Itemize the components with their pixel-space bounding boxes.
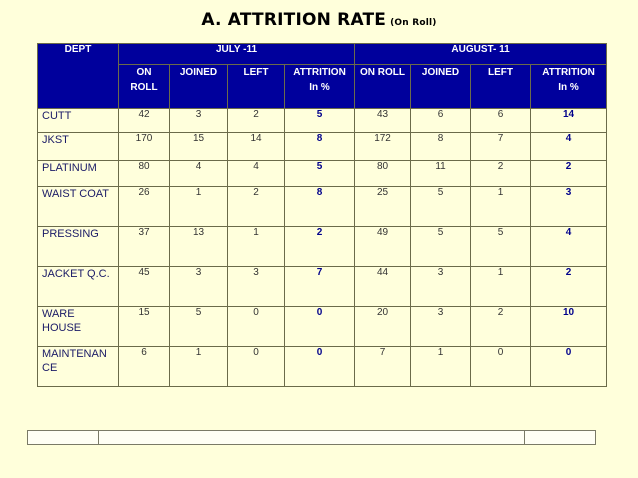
header-on-roll: ON ROLL: [118, 64, 170, 109]
table-row: PLATINUM 80 4 4 5 80 11 2 2: [37, 160, 608, 187]
left-cell: 1: [470, 266, 532, 307]
joined-cell: 4: [169, 160, 228, 187]
attrition-cell: 8: [283, 132, 356, 161]
on-roll-cell: 80: [354, 160, 412, 187]
attrition-cell: 3: [530, 186, 608, 227]
attrition-cell: 4: [530, 226, 608, 267]
dept-cell: JACKET Q.C.: [37, 266, 119, 307]
on-roll-cell: 25: [354, 186, 412, 227]
footer-cell-right: [524, 430, 596, 445]
attrition-cell: 8: [283, 186, 356, 227]
dept-cell: WAIST COAT: [37, 186, 119, 227]
on-roll-cell: 6: [118, 346, 170, 387]
joined-cell: 1: [410, 346, 472, 387]
left-cell: 0: [227, 346, 285, 387]
on-roll-cell: 42: [118, 108, 170, 133]
joined-cell: 3: [410, 306, 472, 347]
on-roll-cell: 49: [354, 226, 412, 267]
title-sub: (On Roll): [390, 18, 437, 28]
on-roll-cell: 44: [354, 266, 412, 307]
footer-cell-middle: [98, 430, 525, 445]
attrition-cell: 4: [530, 132, 608, 161]
header-on-roll: ON ROLL: [354, 64, 412, 109]
attrition-table: DEPT JULY -11 AUGUST- 11 ON ROLL JOINED L…: [37, 43, 608, 387]
joined-cell: 15: [169, 132, 228, 161]
header-joined: JOINED: [410, 64, 472, 109]
dept-cell: JKST: [37, 132, 119, 161]
header-left: LEFT: [227, 64, 285, 109]
attrition-cell: 2: [283, 226, 356, 267]
attrition-cell: 0: [283, 306, 356, 347]
attrition-cell: 5: [283, 160, 356, 187]
on-roll-cell: 170: [118, 132, 170, 161]
header-month-august: AUGUST- 11: [354, 43, 608, 65]
footer-bar: [27, 430, 596, 445]
header-dept: DEPT: [37, 43, 119, 109]
attrition-cell: 10: [530, 306, 608, 347]
attrition-cell: 2: [530, 160, 608, 187]
left-cell: 7: [470, 132, 532, 161]
page-title: A. ATTRITION RATE (On Roll): [0, 10, 638, 30]
attrition-cell: 2: [530, 266, 608, 307]
left-cell: 14: [227, 132, 285, 161]
on-roll-cell: 7: [354, 346, 412, 387]
left-cell: 2: [227, 186, 285, 227]
attrition-cell: 0: [283, 346, 356, 387]
header-attrition: ATTRITION In %: [530, 64, 608, 109]
joined-cell: 3: [169, 266, 228, 307]
joined-cell: 5: [410, 186, 472, 227]
table-row: CUTT 42 3 2 5 43 6 6 14: [37, 108, 608, 133]
dept-cell: MAINTENAN CE: [37, 346, 119, 387]
joined-cell: 3: [410, 266, 472, 307]
dept-cell: PLATINUM: [37, 160, 119, 187]
on-roll-cell: 26: [118, 186, 170, 227]
left-cell: 2: [470, 160, 532, 187]
attrition-cell: 0: [530, 346, 608, 387]
joined-cell: 6: [410, 108, 472, 133]
left-cell: 1: [470, 186, 532, 227]
on-roll-cell: 15: [118, 306, 170, 347]
dept-cell: WARE HOUSE: [37, 306, 119, 347]
joined-cell: 5: [169, 306, 228, 347]
left-cell: 1: [227, 226, 285, 267]
joined-cell: 5: [410, 226, 472, 267]
on-roll-cell: 172: [354, 132, 412, 161]
dept-cell: PRESSING: [37, 226, 119, 267]
header-attrition: ATTRITION In %: [283, 64, 356, 109]
table-row: JACKET Q.C. 45 3 3 7 44 3 1 2: [37, 266, 608, 307]
on-roll-cell: 20: [354, 306, 412, 347]
joined-cell: 1: [169, 346, 228, 387]
header-left: LEFT: [470, 64, 532, 109]
header-joined: JOINED: [169, 64, 228, 109]
on-roll-cell: 43: [354, 108, 412, 133]
title-main: A. ATTRITION RATE: [201, 10, 387, 30]
left-cell: 0: [227, 306, 285, 347]
table-row: WAIST COAT 26 1 2 8 25 5 1 3: [37, 186, 608, 227]
attrition-cell: 5: [283, 108, 356, 133]
joined-cell: 1: [169, 186, 228, 227]
table-row: JKST 170 15 14 8 172 8 7 4: [37, 132, 608, 161]
on-roll-cell: 45: [118, 266, 170, 307]
left-cell: 0: [470, 346, 532, 387]
table-row: PRESSING 37 13 1 2 49 5 5 4: [37, 226, 608, 267]
header-month-july: JULY -11: [117, 43, 356, 65]
on-roll-cell: 80: [118, 160, 170, 187]
left-cell: 4: [227, 160, 285, 187]
left-cell: 5: [470, 226, 532, 267]
table-row: MAINTENAN CE 6 1 0 0 7 1 0 0: [37, 346, 608, 387]
on-roll-cell: 37: [118, 226, 170, 267]
joined-cell: 8: [410, 132, 472, 161]
left-cell: 3: [227, 266, 285, 307]
joined-cell: 11: [410, 160, 472, 187]
left-cell: 2: [227, 108, 285, 133]
left-cell: 6: [470, 108, 532, 133]
footer-cell-left: [27, 430, 99, 445]
joined-cell: 13: [169, 226, 228, 267]
attrition-cell: 7: [283, 266, 356, 307]
dept-cell: CUTT: [37, 108, 119, 133]
joined-cell: 3: [169, 108, 228, 133]
table-row: WARE HOUSE 15 5 0 0 20 3 2 10: [37, 306, 608, 347]
left-cell: 2: [470, 306, 532, 347]
attrition-cell: 14: [530, 108, 608, 133]
